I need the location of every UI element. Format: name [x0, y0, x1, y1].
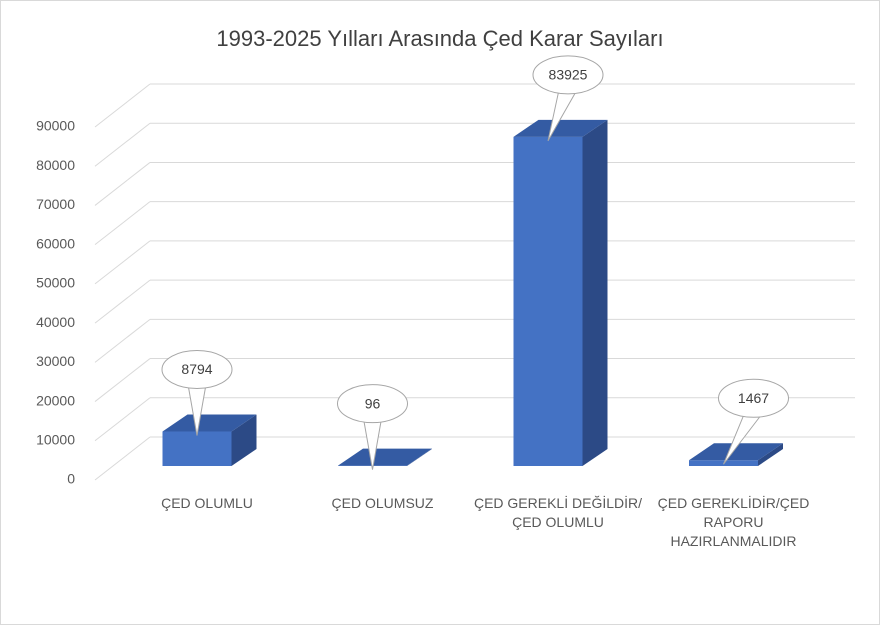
grid-line: [94, 318, 151, 363]
callout-bubble: [718, 378, 789, 418]
bar-side: [582, 119, 608, 466]
bar-side: [758, 443, 783, 466]
y-tick-label: 70000: [36, 196, 75, 212]
callout-join: [560, 86, 576, 93]
callout-bubble: [161, 350, 233, 390]
data-label: 83925: [549, 67, 588, 83]
grid-line: [94, 83, 151, 128]
callout-join: [189, 381, 205, 388]
grid-line: [94, 436, 151, 481]
x-tick-label: ÇED GEREKLİDİR/ÇED RAPORU HAZIRLANMALIDI…: [657, 495, 810, 549]
y-tick-label: 90000: [36, 118, 75, 134]
x-tick-label: ÇED GEREKLİ DEĞİLDİR/ÇED OLUMLU: [473, 495, 643, 530]
bar-front: [513, 136, 583, 466]
callout-bubble: [337, 384, 408, 424]
y-tick-label: 60000: [36, 235, 75, 251]
y-tick-label: 10000: [36, 431, 75, 447]
data-label: 8794: [181, 361, 212, 377]
callout-join: [745, 410, 762, 417]
bar-top: [338, 448, 432, 466]
grid-line: [94, 279, 151, 324]
bar-side: [407, 448, 432, 466]
bar-side: [231, 414, 257, 466]
y-tick-label: 30000: [36, 353, 75, 369]
callout-join: [364, 415, 381, 422]
y-tick-label: 80000: [36, 157, 75, 173]
grid-line: [94, 162, 151, 206]
data-label: 96: [365, 395, 381, 411]
y-tick-label: 40000: [36, 314, 75, 330]
callout-bubble: [532, 55, 604, 95]
bar-top: [689, 443, 783, 461]
grid-line: [94, 358, 151, 402]
grid-line: [94, 397, 151, 442]
grid-line: [94, 201, 151, 246]
bar-top: [162, 414, 257, 432]
chart-title: 1993-2025 Yılları Arasında Çed Karar Say…: [216, 26, 663, 51]
grid-line: [94, 240, 151, 285]
y-tick-label: 50000: [36, 275, 75, 291]
x-tick-label: ÇED OLUMSUZ: [331, 495, 434, 511]
bar-top: [513, 119, 608, 137]
bar-front: [162, 431, 232, 466]
y-tick-label: 0: [67, 471, 75, 487]
x-tick-label: ÇED OLUMLU: [161, 495, 253, 511]
grid-line: [94, 122, 151, 167]
y-tick-label: 20000: [36, 392, 75, 408]
data-label: 1467: [738, 390, 769, 406]
